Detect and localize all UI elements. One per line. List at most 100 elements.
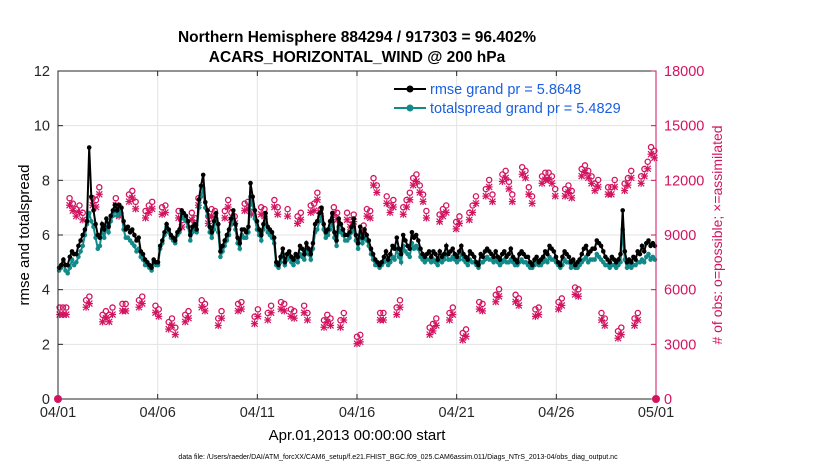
totalspread-point [243, 235, 249, 240]
obs-possible-point [300, 302, 308, 309]
rmse-point [162, 230, 167, 235]
obs-assimilated-point [393, 311, 401, 319]
obs-assimilated-point [508, 198, 516, 206]
rmse-point [282, 260, 288, 265]
obs-assimilated-point [297, 216, 305, 224]
rmse-point [306, 246, 311, 251]
obs-assimilated-point [462, 332, 470, 340]
y-right-tick-label: 9000 [664, 228, 696, 244]
rmse-series [56, 145, 658, 271]
rmse-point [633, 257, 638, 262]
obs-assimilated-point [631, 321, 639, 329]
obs-assimilated-point [446, 316, 454, 324]
rmse-point [74, 251, 79, 257]
obs-assimilated-point [320, 323, 328, 331]
rmse-point [493, 249, 499, 254]
obs-possible-point [330, 204, 338, 211]
rmse-point [213, 210, 219, 216]
obs-assimilated-point [432, 321, 440, 329]
obs-assimilated-point [617, 331, 625, 339]
obs-assimilated-point [168, 321, 176, 329]
obs-possible-point [314, 189, 321, 196]
totalspread-point [465, 262, 471, 268]
rmse-point [388, 251, 393, 257]
totalspread-point [259, 238, 264, 243]
obs-possible-point [224, 196, 232, 204]
obs-assimilated-point [95, 190, 103, 198]
rmse-point [437, 249, 443, 254]
rmse-point [366, 238, 372, 243]
obs-assimilated-point [492, 298, 500, 306]
obs-assimilated-point [515, 301, 523, 309]
obs-assimilated-point [310, 207, 318, 215]
obs-possible-point [571, 284, 579, 291]
rmse-point [551, 249, 557, 254]
rmse-point [330, 210, 335, 216]
rmse-point [340, 227, 346, 232]
obs-assimilated-point [75, 208, 83, 216]
obs-possible-point [198, 296, 205, 304]
obs-possible-point [518, 163, 526, 171]
totalspread-point [407, 254, 413, 260]
rmse-point [426, 249, 432, 254]
axis-endpoint-marker [652, 395, 660, 403]
rmse-point [607, 260, 613, 265]
y-left-tick-label: 2 [42, 337, 50, 353]
obs-assimilated-point [449, 311, 457, 319]
obs-assimilated-point [482, 192, 490, 200]
rmse-point [211, 219, 217, 224]
obs-possible-point [413, 171, 420, 178]
totalspread-point [295, 260, 301, 265]
rmse-point [209, 230, 215, 235]
obs-assimilated-point [303, 316, 311, 324]
obs-possible-point [148, 198, 156, 206]
obs-possible-point [188, 209, 196, 217]
footnote: data file: /Users/raeder/DAI/ATM_forcXX/… [178, 454, 618, 461]
y-right-tick-label: 3000 [664, 337, 696, 353]
totalspread-point [101, 235, 107, 240]
obs-possible-point [433, 315, 440, 322]
obs-possible-point [472, 193, 480, 200]
obs-possible-point [462, 326, 470, 333]
rmse-point [216, 221, 221, 227]
obs-assimilated-point [138, 300, 146, 308]
obs-possible-point [614, 327, 622, 335]
obs-possible-point [512, 291, 519, 299]
obs-assimilated-point [379, 316, 387, 324]
obs-assimilated-point [525, 190, 533, 198]
axis-endpoint-marker [54, 395, 62, 403]
rmse-point [61, 257, 66, 262]
legend: rmse grand pr = 5.8648 totalspread grand… [394, 82, 621, 117]
obs-possible-point [66, 194, 73, 202]
obs-possible-point [390, 196, 397, 204]
rmse-point [280, 246, 286, 251]
rmse-point [560, 254, 565, 260]
obs-assimilated-point [422, 214, 430, 222]
obs-assimilated-point [185, 314, 193, 322]
legend-rmse-label: rmse grand pr = 5.8648 [430, 82, 581, 98]
obs-possible-point [558, 295, 566, 302]
obs-possible-point [545, 169, 552, 176]
obs-possible-point [297, 209, 305, 217]
obs-assimilated-point [597, 316, 605, 324]
y-left-tick-label: 0 [42, 392, 50, 408]
rmse-point [110, 208, 116, 213]
rmse-point [99, 221, 105, 227]
obs-assimilated-point [270, 203, 278, 211]
totalspread-point [646, 251, 651, 257]
rmse-point [177, 227, 182, 232]
rmse-point [299, 246, 305, 251]
rmse-point [383, 249, 389, 254]
obs-assimilated-point [495, 292, 503, 300]
rmse-point [82, 227, 88, 232]
axes: 04/01 04/06 04/11 04/16 04/21 04/26 05/0102468… [34, 64, 704, 421]
x-tick-label: 04/11 [240, 405, 275, 421]
x-tick-label: 04/21 [439, 405, 475, 421]
obs-assimilated-point [280, 307, 288, 315]
obs-assimilated-point [132, 205, 140, 213]
rmse-point [149, 265, 154, 271]
chart-title-line1: Northern Hemisphere 884294 / 917303 = 96… [178, 29, 536, 46]
totalspread-point [237, 246, 243, 251]
rmse-point [347, 230, 352, 235]
totalspread-point [652, 257, 658, 262]
